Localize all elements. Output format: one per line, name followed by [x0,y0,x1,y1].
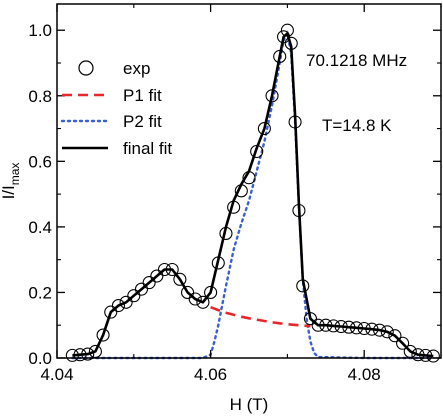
data-point-exp [127,289,141,303]
data-point-exp [265,89,279,103]
data-point-exp [134,282,149,296]
series-layer [65,23,440,363]
series-line-p2-fit [71,30,435,360]
x-tick-label: 4.06 [194,365,227,384]
y-axis-label: I/Imax [0,163,22,200]
data-point-exp [219,226,233,240]
x-axis-label: H (T) [230,395,269,414]
data-point-exp [73,348,87,362]
data-point-exp [311,318,325,332]
data-point-exp [196,295,210,309]
data-point-exp [373,323,387,337]
legend-label-p1-fit: P1 fit [123,86,162,105]
data-point-exp [142,276,156,290]
data-point-exp [211,256,225,270]
legend: exp P1 fit P2 fit final fit [60,59,172,158]
data-point-exp [65,348,79,362]
data-point-exp [188,292,202,306]
y-axis-label-subscript: max [8,163,22,186]
data-point-exp [111,299,125,313]
data-point-exp [326,319,341,333]
x-tick-label: 4.04 [40,365,73,384]
data-point-exp [303,312,317,326]
data-point-exp [296,279,310,293]
y-tick-label: 0.8 [28,87,52,106]
data-point-exp [277,30,291,44]
y-tick-label: 1.0 [28,21,52,40]
data-point-exp [426,349,440,363]
data-point-exp [419,348,433,362]
data-point-exp [119,295,133,309]
plot-frame [56,3,442,359]
ticks-layer: 4.04 4.06 4.08 0.0 0.2 0.4 0.6 0.8 1.0 [28,4,442,384]
data-point-exp [411,348,425,362]
data-point-exp [181,285,195,299]
data-point-exp [273,49,287,63]
data-point-exp [365,322,379,336]
data-point-exp [150,269,164,283]
data-point-exp [81,347,95,361]
data-point-exp [173,272,187,286]
data-point-exp [242,171,256,185]
legend-label-final-fit: final fit [123,139,172,158]
x-tick-label: 4.08 [348,365,381,384]
data-point-exp [284,36,298,50]
temperature-annotation: T=14.8 K [322,116,392,135]
y-tick-label: 0.2 [28,283,52,302]
data-point-exp [227,200,241,214]
data-point-exp [234,184,248,198]
data-point-exp [319,318,333,332]
data-point-exp [288,115,302,129]
data-point-exp [380,325,394,339]
data-point-exp [104,305,118,319]
y-tick-label: 0.6 [28,152,52,171]
series-line-final-fit [72,32,434,358]
series-line-p1-fit [210,305,311,328]
data-point-exp [396,336,410,350]
data-point-exp [357,321,371,336]
legend-label-exp: exp [123,59,150,78]
legend-marker-exp [78,60,94,76]
data-point-exp [342,320,356,334]
y-tick-label: 0.4 [28,218,52,237]
data-point-exp [292,203,306,218]
data-point-exp [280,23,294,37]
frequency-annotation: 70.1218 MHz [306,51,407,70]
data-point-exp [349,321,364,335]
legend-label-p2-fit: P2 fit [123,112,162,131]
data-point-exp [257,122,271,136]
data-point-exp [157,262,172,277]
data-point-exp [334,319,348,334]
data-point-exp [204,285,218,299]
data-point-exp [388,329,402,343]
y-tick-label: 0.0 [28,349,52,368]
data-point-exp [165,262,179,277]
data-point-exp [96,328,110,342]
y-axis-label-main: I/I [0,185,18,199]
data-point-exp [250,144,264,159]
